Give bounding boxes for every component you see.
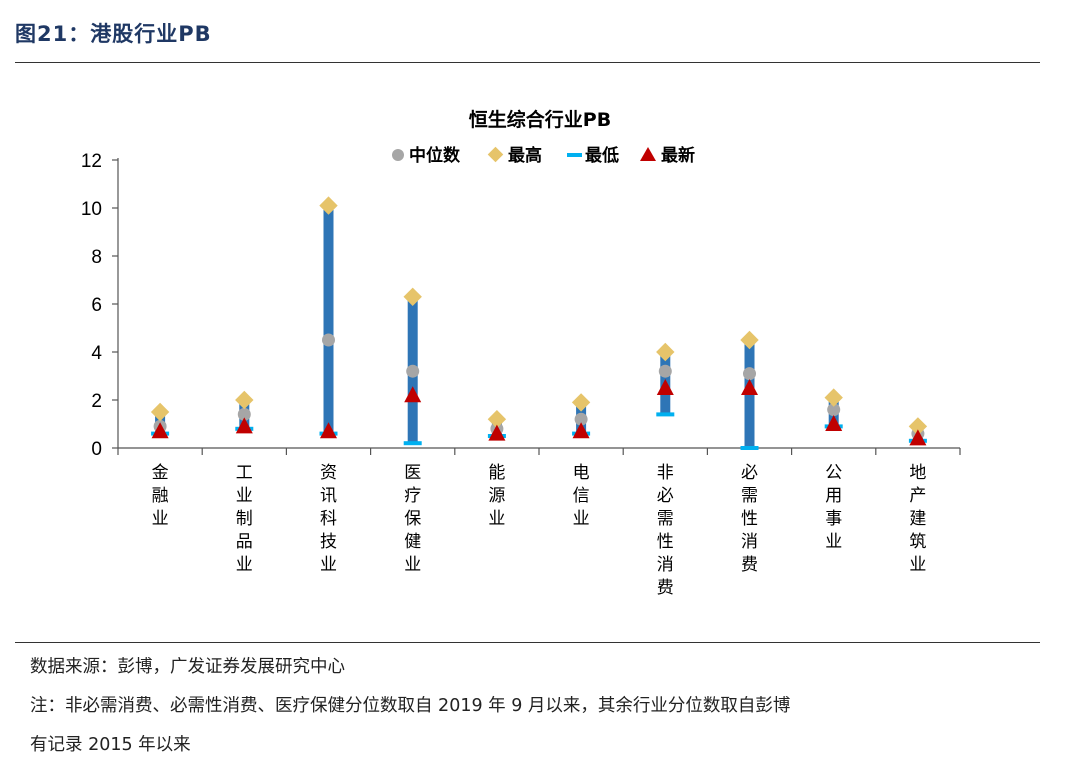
median-marker: [658, 364, 672, 378]
y-tick-label: 8: [91, 247, 102, 268]
latest-marker: [572, 422, 590, 439]
y-axis: 0 2 4 6 8 10 12: [81, 151, 119, 460]
chart-marks: [150, 196, 928, 450]
median-marker: [237, 407, 251, 421]
x-tick-label: 医疗保健业: [404, 463, 421, 575]
latest-marker: [909, 429, 927, 446]
legend-median-label: 中位数: [409, 145, 461, 166]
x-tick-label: 必需性消费: [741, 463, 758, 575]
y-tick-label: 12: [81, 151, 102, 172]
median-marker: [827, 403, 841, 417]
legend-low-label: 最低: [585, 145, 619, 166]
footnote-line-2: 有记录 2015 年以来: [30, 735, 191, 755]
high-marker: [403, 287, 422, 306]
median-marker: [406, 364, 420, 378]
x-tick-label: 公用事业: [825, 463, 842, 552]
legend-high-label: 最高: [508, 145, 542, 166]
high-marker: [150, 402, 170, 422]
latest-marker: [320, 422, 337, 439]
legend-low-marker: [567, 153, 582, 157]
y-tick-label: 6: [91, 295, 102, 316]
x-tick-label: 非必需性消费: [657, 463, 674, 598]
high-marker: [824, 388, 843, 407]
source-note: 数据来源：彭博，广发证券发展研究中心: [30, 657, 345, 677]
pb-range-chart: 恒生综合行业PB 中位数 最高 最低 最新 0 2 4 6 8 10 12 金融业 工业制品业…: [81, 108, 961, 598]
high-marker: [571, 393, 591, 412]
median-marker: [743, 367, 756, 381]
y-tick-label: 4: [91, 343, 102, 364]
x-tick-label: 资讯科技业: [320, 463, 337, 575]
median-marker: [574, 412, 588, 426]
x-tick-label: 电信业: [573, 463, 590, 529]
low-marker: [740, 446, 759, 450]
latest-marker: [741, 379, 758, 395]
latest-marker: [656, 379, 674, 395]
latest-marker: [825, 415, 843, 431]
y-tick-label: 10: [81, 199, 102, 220]
bottom-divider: [15, 642, 1040, 643]
high-marker: [235, 390, 254, 410]
latest-marker: [151, 422, 169, 439]
low-marker: [403, 441, 422, 446]
chart-legend: 中位数 最高 最低 最新: [392, 145, 695, 166]
latest-marker: [404, 386, 422, 403]
y-tick-label: 0: [91, 439, 102, 460]
footnote-line-1: 注：非必需消费、必需性消费、医疗保健分位数取自 2019 年 9 月以来，其余行…: [30, 696, 791, 716]
x-tick-label: 工业制品业: [236, 463, 253, 575]
high-marker: [319, 196, 338, 215]
chart-title: 恒生综合行业PB: [469, 108, 611, 131]
legend-high-marker: [487, 146, 504, 163]
x-tick-label: 金融业: [152, 463, 169, 529]
figure-title: 图21：港股行业PB: [15, 22, 212, 46]
median-marker: [322, 333, 335, 347]
top-divider: [15, 62, 1040, 63]
x-tick-label: 能源业: [488, 463, 505, 529]
low-marker: [656, 412, 675, 417]
x-axis: 金融业 工业制品业 资讯科技业 医疗保健业 能源业 电信业 非必需性消费 必需性消费 公用事业 地…: [117, 447, 961, 598]
notes-block: 数据来源：彭博，广发证券发展研究中心 注：非必需消费、必需性消费、医疗保健分位数…: [30, 648, 1050, 765]
legend-median-marker: [392, 149, 404, 161]
range-bar: [323, 205, 334, 434]
x-tick-label: 地产建筑业: [909, 463, 926, 575]
legend-latest-marker: [640, 147, 656, 161]
high-marker: [908, 417, 928, 436]
latest-marker: [235, 417, 253, 434]
high-marker: [487, 410, 507, 429]
high-marker: [740, 330, 759, 350]
legend-latest-label: 最新: [661, 145, 695, 166]
y-tick-label: 2: [91, 391, 102, 412]
latest-marker: [488, 424, 506, 441]
high-marker: [656, 342, 675, 362]
